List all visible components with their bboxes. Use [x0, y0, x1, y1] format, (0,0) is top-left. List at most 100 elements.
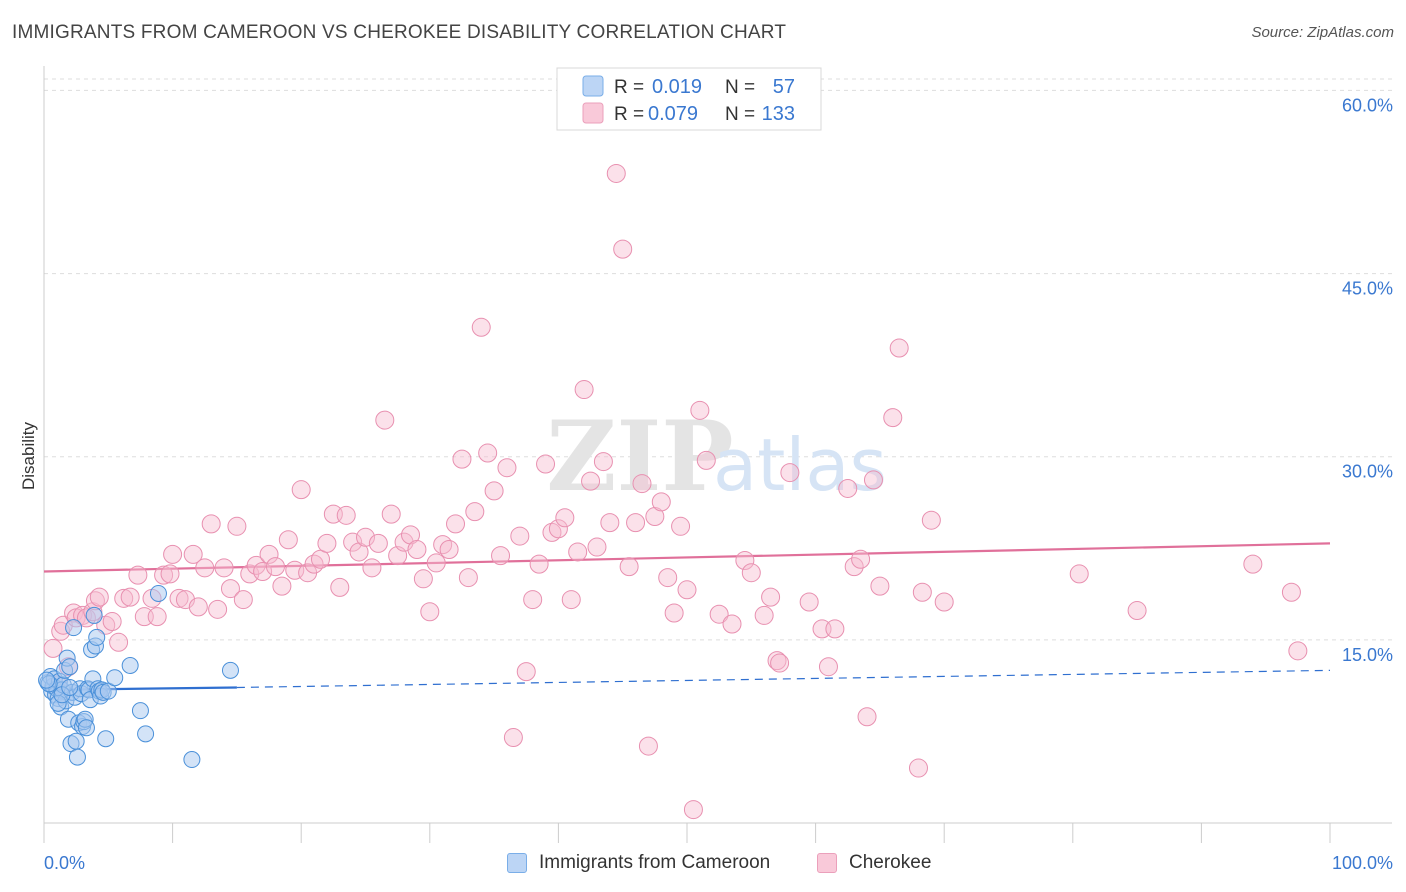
data-point-cherokee	[102, 612, 122, 632]
data-point-cherokee	[265, 557, 285, 577]
legend-r-label-cherokee: R =	[614, 104, 644, 125]
data-point-cherokee	[523, 590, 543, 610]
data-point-cherokee	[889, 338, 909, 358]
data-point-cameroon	[221, 661, 239, 679]
data-point-cherokee	[593, 452, 613, 472]
data-point-cherokee	[343, 532, 363, 552]
legend-r-label-cameroon: R =	[614, 77, 644, 98]
data-point-cherokee	[677, 580, 697, 600]
data-point-cherokee	[120, 587, 140, 607]
data-point-cameroon	[88, 628, 106, 646]
data-point-cherokee	[561, 590, 581, 610]
legend-n-value-cameroon: 57	[773, 76, 795, 98]
data-point-cherokee	[651, 492, 671, 512]
data-point-cameroon	[65, 619, 83, 637]
data-point-cherokee	[201, 514, 221, 534]
data-point-cherokee	[478, 443, 498, 463]
data-point-cherokee	[600, 513, 620, 533]
data-point-cherokee	[690, 400, 710, 420]
data-point-cameroon	[67, 732, 85, 750]
data-point-cherokee	[770, 653, 790, 673]
data-point-cherokee	[912, 582, 932, 602]
data-point-cherokee	[606, 163, 626, 183]
data-point-cherokee	[574, 380, 594, 400]
data-point-cherokee	[761, 587, 781, 607]
y-tick-labels: 15.0% 30.0% 45.0% 60.0%	[1342, 95, 1393, 664]
data-point-cherokee	[214, 558, 234, 578]
data-point-cherokee	[741, 563, 761, 583]
data-point-cameroon	[85, 606, 103, 624]
data-point-cherokee	[825, 619, 845, 639]
data-point-cherokee	[587, 537, 607, 557]
data-point-cameroon	[61, 658, 79, 676]
data-point-cameroon	[68, 748, 86, 766]
data-point-cherokee	[330, 577, 350, 597]
data-point-cherokee	[317, 533, 337, 553]
legend-swatch-cherokee	[582, 102, 604, 124]
legend-r-value-cameroon: 0.019	[652, 76, 702, 98]
data-point-cherokee	[658, 568, 678, 588]
data-point-cherokee	[259, 544, 279, 564]
data-point-cherokee	[433, 535, 453, 555]
data-point-cherokee	[484, 481, 504, 501]
data-point-cherokee	[465, 502, 485, 522]
legend-item-cherokee: Cherokee	[817, 852, 931, 874]
data-point-cherokee	[89, 587, 109, 607]
data-point-cameroon	[137, 725, 155, 743]
data-point-cherokee	[844, 557, 864, 577]
data-point-cherokee	[536, 454, 556, 474]
data-point-cherokee	[780, 463, 800, 483]
data-point-cherokee	[497, 458, 517, 478]
data-point-cherokee	[908, 758, 928, 778]
data-point-cameroon	[97, 730, 115, 748]
data-point-cherokee	[381, 504, 401, 524]
data-point-cherokee	[619, 557, 639, 577]
data-point-cherokee	[310, 549, 330, 569]
data-point-cherokee	[375, 410, 395, 430]
chart-title: IMMIGRANTS FROM CAMEROON VS CHEROKEE DIS…	[12, 22, 787, 43]
data-point-cameroon	[121, 656, 139, 674]
data-point-cameroon	[77, 719, 95, 737]
data-point-cherokee	[529, 554, 549, 574]
data-point-cherokee	[491, 546, 511, 566]
data-point-cherokee	[160, 564, 180, 584]
data-point-cherokee	[336, 505, 356, 525]
legend-r-value-cherokee: 0.079	[648, 103, 698, 125]
data-point-cherokee	[183, 544, 203, 564]
data-point-cherokee	[883, 408, 903, 428]
data-point-cherokee	[458, 568, 478, 588]
data-point-cherokee	[696, 450, 716, 470]
data-point-cherokee	[304, 554, 324, 574]
data-point-cherokee	[1288, 641, 1308, 661]
data-point-cherokee	[664, 603, 684, 623]
data-point-cherokee	[195, 558, 215, 578]
data-point-cameroon	[38, 671, 56, 689]
legend-swatch-cameroon-bottom	[507, 853, 527, 873]
series-cherokee-points	[43, 163, 1308, 820]
data-point-cherokee	[516, 662, 536, 682]
legend-n-label-cameroon: N =	[725, 77, 755, 98]
data-point-cherokee	[114, 588, 134, 608]
data-point-cherokee	[420, 602, 440, 622]
legend-swatch-cherokee-bottom	[817, 853, 837, 873]
data-point-cherokee	[96, 615, 116, 635]
legend-n-label-cherokee: N =	[725, 104, 755, 125]
data-point-cherokee	[581, 471, 601, 491]
data-point-cherokee	[154, 565, 174, 585]
data-point-cherokee	[188, 597, 208, 617]
data-point-cherokee	[638, 736, 658, 756]
legend-label-cameroon: Immigrants from Cameroon	[539, 852, 771, 873]
legend-swatch-cameroon	[582, 75, 604, 97]
data-point-cherokee	[683, 800, 703, 820]
data-point-cherokee	[1069, 564, 1089, 584]
axes	[43, 66, 1392, 843]
data-point-cherokee	[147, 607, 167, 627]
data-point-cherokee	[208, 599, 228, 619]
data-point-cherokee	[109, 632, 129, 652]
data-point-cherokee	[735, 550, 755, 570]
data-point-cherokee	[1281, 582, 1301, 602]
y-tick-label: 45.0%	[1342, 279, 1393, 299]
data-point-cherokee	[227, 516, 247, 536]
data-point-cherokee	[1243, 554, 1263, 574]
